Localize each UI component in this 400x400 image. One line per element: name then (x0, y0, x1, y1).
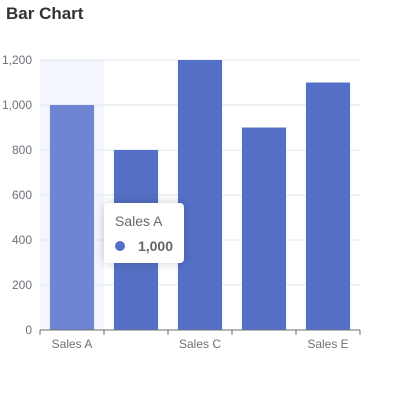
x-tick-label: Sales E (307, 337, 348, 351)
tooltip-title: Sales A (115, 213, 163, 229)
y-tick-label: 600 (12, 188, 32, 202)
tooltip: Sales A 1,000 (104, 203, 184, 263)
y-tick-label: 200 (12, 278, 32, 292)
tooltip-row: 1,000 (115, 238, 173, 254)
bar (305, 82, 351, 330)
y-tick-label: 1,200 (2, 53, 32, 67)
axes: 0 200 400 600 800 1,000 1,200 Sales A Sales C Sal… (2, 53, 361, 351)
bars (49, 60, 351, 330)
tooltip-marker-icon (115, 241, 125, 251)
tooltip-value: 1,000 (137, 238, 173, 254)
y-tick-label: 400 (12, 233, 32, 247)
bar (177, 60, 223, 330)
y-tick-label: 1,000 (2, 98, 32, 112)
bar (241, 127, 287, 330)
x-tick-label: Sales A (52, 337, 93, 351)
chart-title: Bar Chart (6, 4, 84, 23)
y-tick-label: 0 (25, 323, 32, 337)
x-tick-label: Sales C (179, 337, 221, 351)
bar (49, 105, 95, 330)
y-tick-label: 800 (12, 143, 32, 157)
